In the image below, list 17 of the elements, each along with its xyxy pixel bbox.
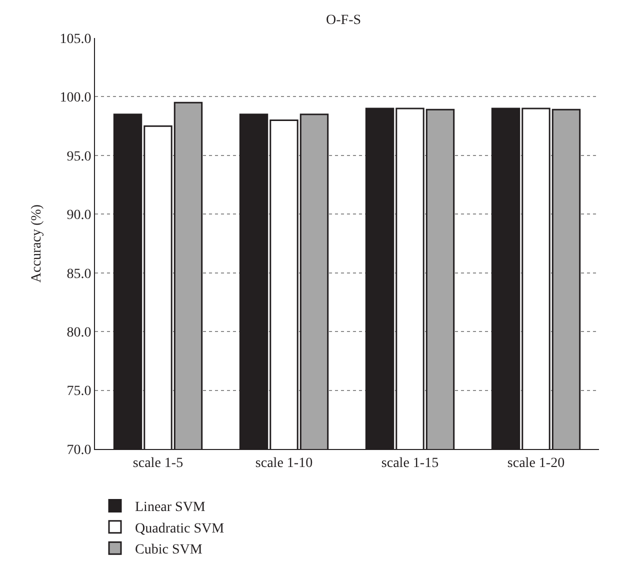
y-tick-label: 105.0 <box>60 32 92 47</box>
y-axis-title: Accuracy (%) <box>29 204 44 283</box>
x-tick-label: scale 1-5 <box>132 456 184 471</box>
y-tick-label: 100.0 <box>60 90 92 106</box>
y-tick-label: 80.0 <box>66 325 92 340</box>
y-tick-label: 70.0 <box>66 442 92 458</box>
legend-label: Cubic SVM <box>135 542 203 558</box>
y-tick-label: 85.0 <box>66 266 92 282</box>
legend-label: Linear SVM <box>135 500 206 516</box>
x-tick-label: scale 1-15 <box>381 456 439 471</box>
x-tick-label: scale 1-10 <box>255 456 313 471</box>
y-tick-label: 90.0 <box>66 208 92 224</box>
legend-label: Quadratic SVM <box>135 521 225 536</box>
x-tick-label: scale 1-20 <box>507 456 565 471</box>
chart-title: O-F-S <box>326 13 362 28</box>
y-tick-label: 95.0 <box>66 149 92 164</box>
y-tick-label: 75.0 <box>66 384 92 400</box>
